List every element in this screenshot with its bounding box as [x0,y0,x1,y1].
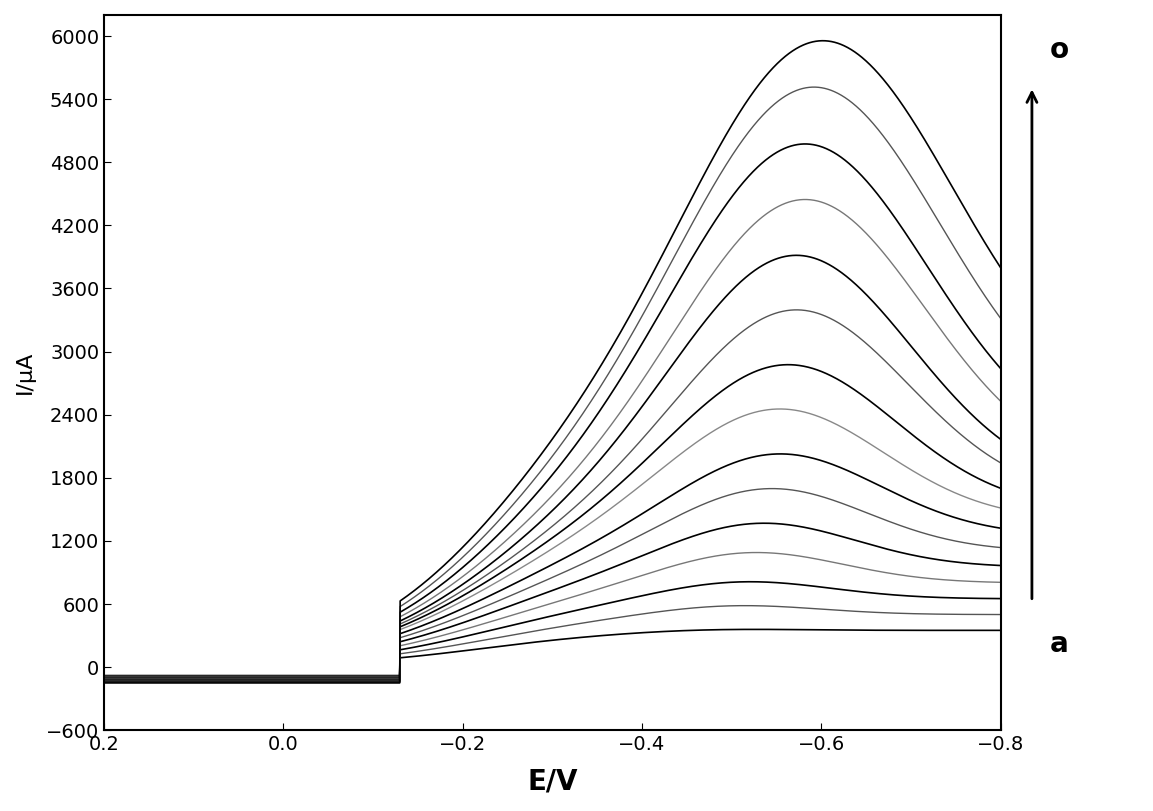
Y-axis label: I/μA: I/μA [15,351,35,394]
Text: o: o [1050,36,1069,64]
X-axis label: E/V: E/V [527,768,578,796]
Text: a: a [1050,630,1069,658]
